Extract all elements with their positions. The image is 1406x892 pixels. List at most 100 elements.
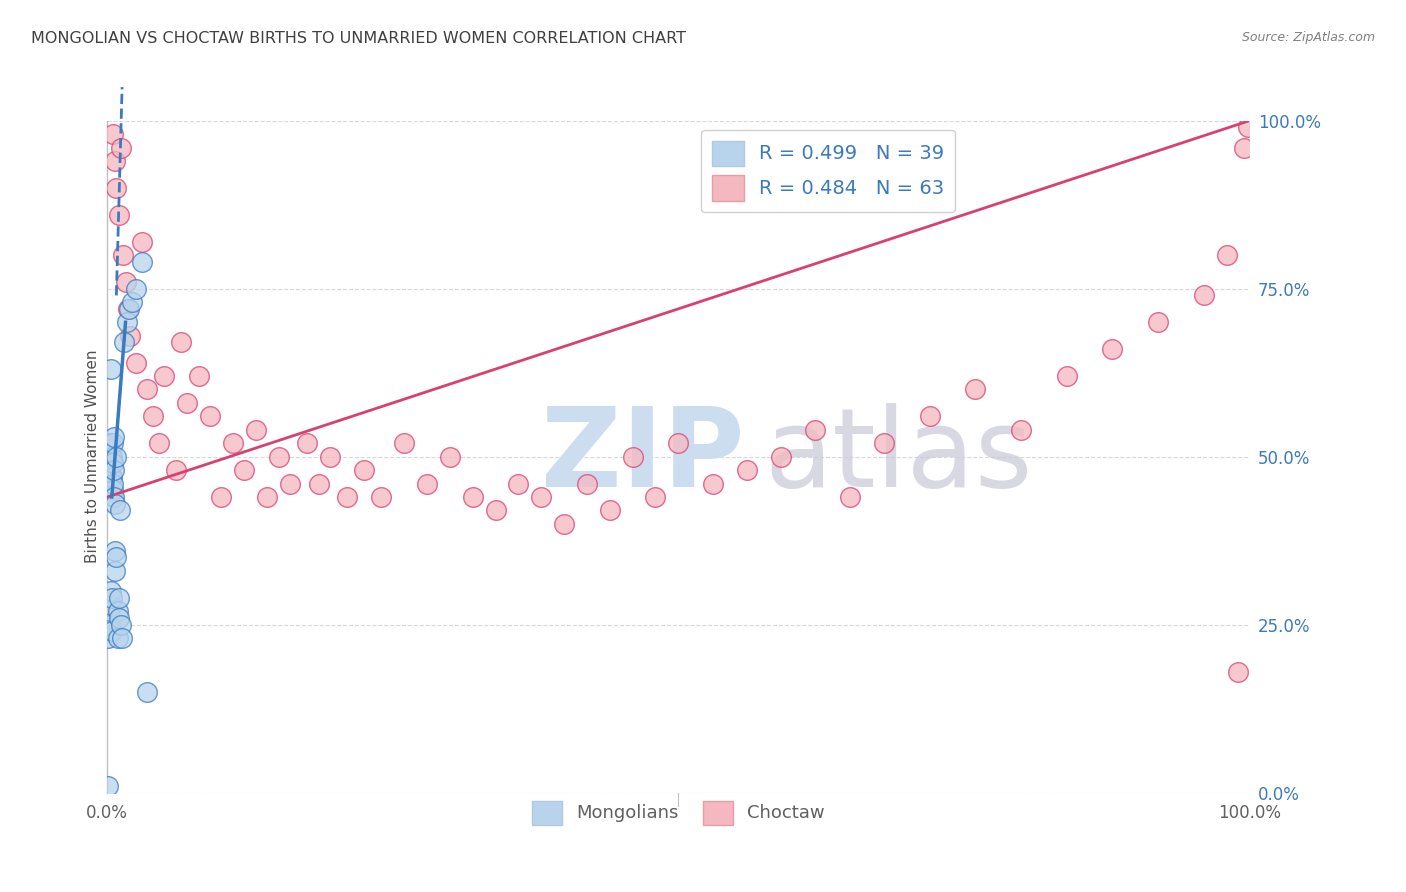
Point: [666, 436, 689, 450]
Point: [1233, 140, 1256, 154]
Point: [107, 591, 129, 605]
Point: [1226, 665, 1249, 679]
Point: [98, 604, 121, 618]
Point: [97, 779, 120, 793]
Point: [101, 127, 124, 141]
Point: [1056, 369, 1078, 384]
Text: MONGOLIAN VS CHOCTAW BIRTHS TO UNMARRIED WOMEN CORRELATION CHART: MONGOLIAN VS CHOCTAW BIRTHS TO UNMARRIED…: [31, 31, 686, 46]
Point: [101, 591, 124, 605]
Point: [245, 423, 267, 437]
Point: [105, 181, 128, 195]
Legend: Mongolians, Choctaw: Mongolians, Choctaw: [526, 795, 831, 831]
Point: [101, 476, 124, 491]
Point: [101, 624, 124, 639]
Point: [176, 396, 198, 410]
Point: [575, 476, 598, 491]
Point: [508, 476, 530, 491]
Point: [118, 301, 141, 316]
Point: [101, 470, 124, 484]
Point: [100, 362, 122, 376]
Point: [187, 369, 209, 384]
Point: [211, 490, 233, 504]
Point: [599, 503, 621, 517]
Point: [103, 463, 125, 477]
Point: [1147, 315, 1170, 329]
Point: [153, 369, 176, 384]
Point: [125, 282, 148, 296]
Point: [838, 490, 860, 504]
Point: [170, 335, 193, 350]
Point: [104, 497, 127, 511]
Point: [1192, 288, 1215, 302]
Point: [105, 450, 128, 464]
Point: [100, 470, 122, 484]
Point: [165, 463, 187, 477]
Y-axis label: Births to Unmarried Women: Births to Unmarried Women: [86, 350, 100, 564]
Point: [148, 436, 170, 450]
Point: [873, 436, 896, 450]
Point: [101, 436, 124, 450]
Point: [131, 255, 153, 269]
Point: [804, 423, 827, 437]
Point: [98, 617, 121, 632]
Point: [110, 140, 132, 154]
Point: [553, 516, 575, 531]
Point: [256, 490, 278, 504]
Point: [918, 409, 941, 424]
Point: [121, 295, 143, 310]
Point: [115, 315, 138, 329]
Point: [101, 457, 124, 471]
Point: [100, 598, 122, 612]
Text: atlas: atlas: [763, 403, 1032, 510]
Point: [484, 503, 506, 517]
Point: [117, 301, 139, 316]
Point: [295, 436, 318, 450]
Point: [103, 429, 125, 443]
Point: [1010, 423, 1032, 437]
Point: [644, 490, 666, 504]
Point: [104, 543, 127, 558]
Point: [107, 631, 129, 645]
Point: [101, 450, 124, 464]
Point: [103, 490, 125, 504]
Point: [461, 490, 484, 504]
Point: [702, 476, 724, 491]
Point: [104, 154, 127, 169]
Text: ZIP: ZIP: [541, 403, 745, 510]
Point: [735, 463, 758, 477]
Text: Source: ZipAtlas.com: Source: ZipAtlas.com: [1241, 31, 1375, 45]
Point: [101, 483, 124, 498]
Point: [110, 617, 132, 632]
Point: [107, 604, 129, 618]
Point: [107, 611, 129, 625]
Point: [222, 436, 245, 450]
Point: [1215, 248, 1237, 262]
Point: [136, 383, 159, 397]
Point: [1101, 342, 1123, 356]
Point: [770, 450, 793, 464]
Point: [621, 450, 644, 464]
Point: [353, 463, 375, 477]
Point: [125, 356, 148, 370]
Point: [131, 235, 153, 249]
Point: [112, 335, 135, 350]
Point: [370, 490, 392, 504]
Point: [965, 383, 987, 397]
Point: [392, 436, 415, 450]
Point: [112, 248, 135, 262]
Point: [267, 450, 290, 464]
Point: [308, 476, 330, 491]
Point: [98, 436, 121, 450]
Point: [100, 584, 122, 599]
Point: [105, 550, 128, 565]
Point: [142, 409, 165, 424]
Point: [416, 476, 439, 491]
Point: [278, 476, 301, 491]
Point: [336, 490, 359, 504]
Point: [108, 503, 131, 517]
Point: [1237, 120, 1260, 135]
Point: [136, 685, 159, 699]
Point: [198, 409, 221, 424]
Point: [104, 564, 127, 578]
Point: [439, 450, 461, 464]
